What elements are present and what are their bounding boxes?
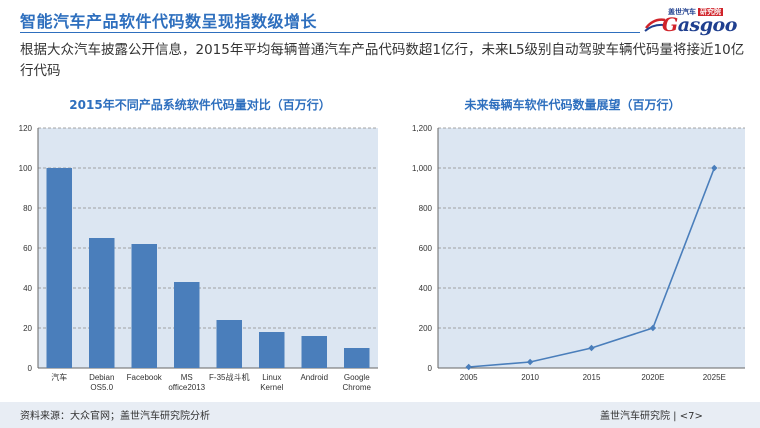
bar-x-tick-label: F-35战斗机 — [209, 372, 249, 382]
bar-y-tick-label: 0 — [28, 364, 33, 373]
page-title: 智能汽车产品软件代码数呈现指数级增长 — [20, 12, 318, 31]
logo-wordmark-g: G — [662, 14, 678, 36]
line-y-tick-label: 1,000 — [412, 164, 433, 173]
line-x-tick-label: 2025E — [703, 373, 726, 382]
line-point — [465, 363, 472, 371]
bar-x-tick-label: Android — [300, 373, 328, 382]
line-point — [588, 344, 595, 352]
line-x-tick-label: 2015 — [583, 373, 601, 382]
logo-swoosh-icon — [644, 18, 666, 32]
bar-x-tick-label: Kernel — [260, 383, 283, 392]
bar — [259, 332, 285, 368]
footer-source: 资料来源：大众官网；盖世汽车研究院分析 — [20, 411, 210, 422]
bar-y-tick-label: 40 — [23, 284, 32, 293]
line-y-tick-label: 400 — [419, 284, 433, 293]
page-number: <7> — [679, 411, 703, 422]
logo-top-text: 盖世汽车 研究院 — [668, 7, 723, 17]
bar — [174, 282, 200, 368]
bar-x-tick-label: office2013 — [168, 383, 205, 392]
bar-x-tick-label: MS — [181, 373, 193, 382]
line-y-tick-label: 600 — [419, 244, 433, 253]
bar — [46, 168, 72, 368]
line-point — [649, 324, 657, 332]
footer-org-name: 盖世汽车研究院 — [600, 411, 670, 422]
bar — [131, 244, 157, 368]
line-y-tick-label: 1,200 — [412, 124, 433, 133]
bar-x-tick-label: 汽车 — [51, 372, 67, 382]
subtitle: 根据大众汽车披露公开信息，2015年平均每辆普通汽车产品代码数超1亿行，未来L5… — [20, 42, 745, 79]
line-chart-title: 未来每辆车软件代码数量展望（百万行） — [464, 98, 681, 112]
bar — [216, 320, 242, 368]
footer-bar — [0, 402, 760, 428]
line-x-tick-label: 2010 — [521, 373, 539, 382]
bar-y-tick-label: 120 — [19, 124, 33, 133]
bar — [344, 348, 370, 368]
line-point — [526, 358, 534, 366]
logo-brand-text: 盖世汽车 — [668, 8, 696, 16]
bar-x-tick-label: Facebook — [127, 373, 163, 382]
gasgoo-logo: 盖世汽车 研究院 Gasgoo — [640, 5, 745, 37]
bar-y-tick-label: 100 — [19, 164, 33, 173]
logo-wordmark: Gasgoo — [662, 14, 737, 36]
bar-x-tick-label: Chrome — [343, 383, 372, 392]
bar-x-tick-label: OS5.0 — [90, 383, 113, 392]
line-y-tick-label: 200 — [419, 324, 433, 333]
line-point — [711, 164, 718, 172]
logo-wordmark-rest: asgoo — [677, 14, 738, 36]
logo-badge: 研究院 — [698, 8, 723, 16]
bar-y-tick-label: 20 — [23, 324, 32, 333]
line-y-tick-label: 800 — [419, 204, 433, 213]
bar-chart-title: 2015年不同产品系统软件代码量对比（百万行） — [69, 98, 331, 112]
bar-y-tick-label: 80 — [23, 204, 32, 213]
line-x-tick-label: 2005 — [460, 373, 478, 382]
bar-x-tick-label: Debian — [89, 373, 114, 382]
line-y-tick-label: 0 — [428, 364, 433, 373]
bar-y-tick-label: 60 — [23, 244, 32, 253]
title-divider — [20, 32, 640, 33]
bar — [89, 238, 115, 368]
bar — [301, 336, 327, 368]
bar-x-tick-label: Linux — [262, 373, 281, 382]
line-x-tick-label: 2020E — [641, 373, 664, 382]
footer-org: 盖世汽车研究院 | <7> — [600, 411, 703, 422]
bar-x-tick-label: Google — [344, 373, 370, 382]
